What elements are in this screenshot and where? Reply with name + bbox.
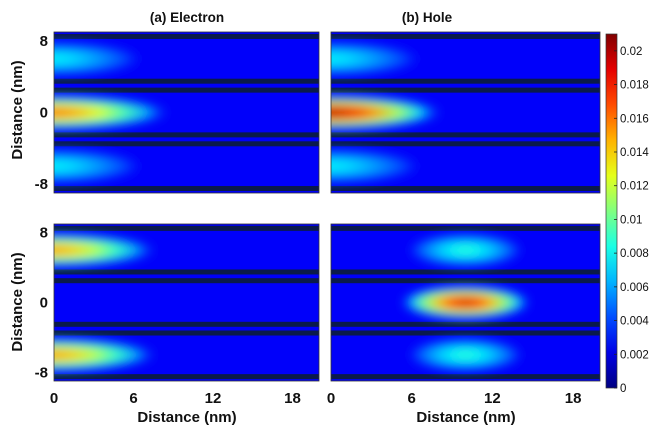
- barrier-line: [331, 186, 600, 192]
- barrier-line: [54, 186, 319, 192]
- barrier-line: [331, 269, 600, 275]
- colorbar-tick-label: 0.016: [620, 113, 649, 125]
- panel-title-electron: (a) Electron: [150, 10, 224, 25]
- panel-frame: [53, 223, 320, 382]
- density-blob: [404, 232, 527, 268]
- x-tick-label: 18: [284, 390, 301, 407]
- colorbar-tick-label: 0.01: [620, 214, 642, 226]
- density-blob: [54, 147, 147, 185]
- y-tick-label: 0: [40, 105, 48, 122]
- barrier-line: [331, 141, 600, 147]
- y-tick-label: 8: [40, 225, 48, 242]
- barrier-line: [54, 278, 319, 284]
- density-blob: [404, 337, 527, 373]
- y-tick-label: -8: [35, 176, 48, 193]
- x-tick-label: 6: [129, 390, 137, 407]
- x-axis-label-hole: Distance (nm): [416, 409, 515, 426]
- barrier-line: [54, 87, 319, 93]
- barrier-line: [331, 374, 600, 380]
- panel-frame: [53, 31, 320, 194]
- density-blob: [398, 284, 533, 321]
- density-blob: [331, 40, 426, 78]
- barrier-line: [54, 132, 319, 138]
- colorbar-tick-label: 0: [620, 383, 626, 395]
- density-blob: [54, 40, 147, 78]
- density-blob: [54, 232, 160, 268]
- barrier-line: [331, 33, 600, 39]
- colorbar-tick-label: 0.012: [620, 181, 649, 193]
- density-blob: [54, 337, 160, 373]
- barrier-line: [331, 225, 600, 231]
- panel-frame: [330, 31, 601, 194]
- colorbar-gradient: [605, 33, 618, 389]
- barrier-line: [331, 132, 600, 138]
- colorbar-tick-label: 0.018: [620, 80, 649, 92]
- barrier-line: [331, 78, 600, 84]
- panel-title-hole: (b) Hole: [402, 10, 453, 25]
- y-tick-label: 8: [40, 33, 48, 50]
- barrier-line: [331, 87, 600, 93]
- barrier-line: [54, 321, 319, 327]
- y-axis-label-top: Distance (nm): [9, 60, 26, 159]
- barrier-line: [331, 321, 600, 327]
- y-tick-label: -8: [35, 364, 48, 381]
- barrier-line: [54, 374, 319, 380]
- x-tick-label: 12: [484, 390, 501, 407]
- density-blob: [54, 94, 174, 131]
- barrier-line: [54, 78, 319, 84]
- density-blob: [331, 147, 426, 185]
- barrier-line: [54, 141, 319, 147]
- colorbar-tick-label: 0.02: [620, 46, 642, 58]
- barrier-line: [331, 330, 600, 336]
- colorbar-tick-label: 0.004: [620, 316, 649, 328]
- axes: 80-880-80 6 12 18 0 6 12 18: [35, 33, 582, 407]
- x-axis-label-electron: Distance (nm): [137, 409, 236, 426]
- colorbar: 0.02 0.018 0.016 0.014 0.012 0.01 0.008 0.006 0.…: [605, 33, 649, 395]
- y-axis-label-bottom: Distance (nm): [9, 252, 26, 351]
- colorbar-tick-label: 0.008: [620, 248, 649, 260]
- x-tick-label: 0: [50, 390, 58, 407]
- panel-frame: [330, 223, 601, 382]
- heatmap-panel-hole-row1: [330, 223, 601, 382]
- x-tick-label: 0: [327, 390, 335, 407]
- x-tick-label: 18: [565, 390, 582, 407]
- barrier-line: [54, 330, 319, 336]
- y-tick-label: 0: [40, 295, 48, 312]
- heatmap-panel-electron-row1: [53, 223, 320, 382]
- x-tick-label: 12: [205, 390, 222, 407]
- colorbar-tick-label: 0.014: [620, 147, 649, 159]
- heatmap-panel-electron-row0: [53, 31, 320, 194]
- heatmap-panels: [53, 31, 601, 382]
- barrier-line: [54, 33, 319, 39]
- colorbar-tick-label: 0.006: [620, 282, 649, 294]
- x-tick-label: 6: [408, 390, 416, 407]
- barrier-line: [54, 225, 319, 231]
- barrier-line: [331, 278, 600, 284]
- colorbar-tick-label: 0.002: [620, 349, 649, 361]
- density-blob: [331, 94, 446, 131]
- heatmap-panel-hole-row0: [330, 31, 601, 194]
- barrier-line: [54, 269, 319, 275]
